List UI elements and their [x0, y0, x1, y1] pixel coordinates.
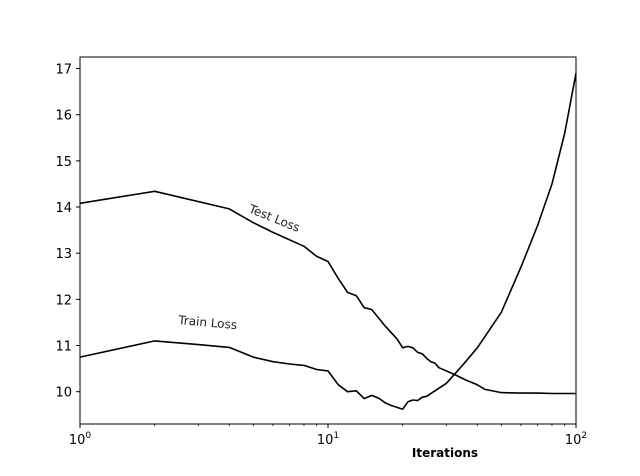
y-tick-label: 11: [55, 340, 72, 355]
x-axis: 100 101 102: [69, 424, 587, 448]
y-tick-label: 13: [55, 247, 72, 262]
x-axis-label: Iterations: [412, 446, 478, 460]
y-tick-label: 14: [55, 201, 72, 216]
y-tick-label: 16: [55, 109, 72, 124]
y-tick-label: 10: [55, 386, 72, 401]
y-axis: 10 11 12 13 14 15 16 17: [55, 63, 80, 401]
x-tick-label: 102: [565, 431, 587, 448]
y-tick-label: 17: [55, 63, 72, 78]
test-loss-annotation: Test Loss: [246, 201, 302, 234]
x-tick-label: 100: [69, 431, 92, 448]
x-tick-label: 101: [317, 431, 339, 448]
train-loss-line: [79, 73, 577, 411]
series-layer: [79, 73, 577, 411]
y-tick-label: 12: [55, 293, 72, 308]
test-loss-line: [79, 190, 576, 395]
plot-frame: [79, 56, 577, 425]
y-tick-label: 15: [55, 155, 72, 170]
train-loss-annotation: Train Loss: [177, 313, 238, 332]
